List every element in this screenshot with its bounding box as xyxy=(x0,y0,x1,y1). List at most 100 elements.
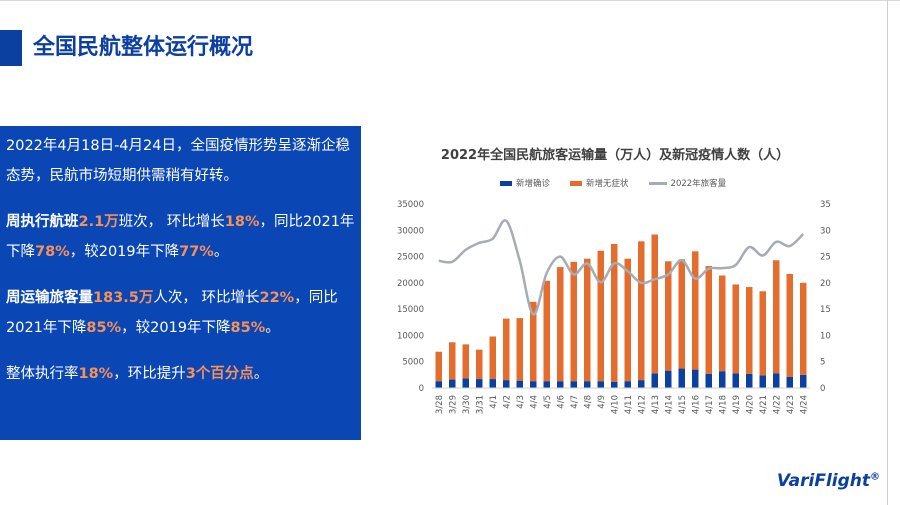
bar-confirmed xyxy=(800,374,807,388)
y-left-tick-label: 0 xyxy=(419,384,424,394)
bar-asymptomatic xyxy=(746,287,753,374)
bar-asymptomatic xyxy=(435,351,442,382)
bar-asymptomatic xyxy=(476,349,483,380)
y-axis-left: 0 5000 10000 15000 20000 25000 30000 35000 xyxy=(397,200,424,394)
bar-confirmed xyxy=(624,381,631,388)
bar-confirmed xyxy=(503,380,510,388)
summary-execution: 整体执行率18%，环比提升3个百分点。 xyxy=(6,359,355,389)
y-right-tick-label: 35 xyxy=(820,200,831,210)
bar-asymptomatic xyxy=(584,258,591,382)
legend-asymptomatic-swatch xyxy=(570,180,583,186)
bar-confirmed xyxy=(705,373,712,388)
y-left-tick-label: 25000 xyxy=(397,253,424,263)
bar-series xyxy=(435,234,807,388)
flights-text-1: 班次， 环比增长 xyxy=(118,214,225,230)
x-tick-label: 4/15 xyxy=(678,395,688,414)
flights-text-4: 。 xyxy=(213,244,229,260)
x-axis: 3/28 3/29 3/30 3/31 4/1 4/2 4/3 4/4 4/5 4/6 4/7 4/8… xyxy=(432,387,810,414)
passengers-vs-2019: 85% xyxy=(230,320,266,336)
execution-value: 18% xyxy=(78,366,114,382)
bar-asymptomatic xyxy=(732,284,739,374)
summary-flights: 周执行航班2.1万班次， 环比增长18%，同比2021年下降78%，较2019年… xyxy=(6,207,355,267)
passengers-text-1: 人次， 环比增长 xyxy=(153,290,260,306)
bar-asymptomatic xyxy=(503,318,510,381)
y-left-tick-label: 20000 xyxy=(397,279,424,289)
y-right-tick-label: 15 xyxy=(820,305,831,315)
bar-asymptomatic xyxy=(557,267,564,382)
summary-panel: 2022年4月18日-4月24日，全国疫情形势呈逐渐企稳态势，民航市场短期供需稍… xyxy=(0,126,361,440)
bar-asymptomatic xyxy=(624,258,631,382)
y-right-tick-label: 0 xyxy=(820,384,825,394)
y-right-tick-label: 25 xyxy=(820,253,831,263)
bar-asymptomatic xyxy=(651,234,658,374)
bar-asymptomatic xyxy=(543,280,550,382)
bar-asymptomatic xyxy=(570,261,577,382)
x-tick-label: 4/3 xyxy=(516,395,526,409)
bar-asymptomatic xyxy=(489,336,496,380)
y-right-tick-label: 5 xyxy=(820,358,825,368)
x-tick-label: 4/2 xyxy=(502,395,512,409)
bar-confirmed xyxy=(516,380,523,388)
bar-confirmed xyxy=(651,373,658,388)
x-tick-label: 4/22 xyxy=(772,395,782,414)
x-tick-label: 4/16 xyxy=(691,395,701,414)
chart-title: 2022年全国民航旅客运输量（万人）及新冠疫情人数（人） xyxy=(440,148,790,163)
execution-label: 整体执行率 xyxy=(6,366,79,382)
x-tick-label: 4/13 xyxy=(651,395,661,414)
x-tick-label: 4/6 xyxy=(556,395,566,409)
x-tick-label: 3/31 xyxy=(475,395,485,414)
x-tick-label: 4/20 xyxy=(745,395,755,414)
right-divider xyxy=(887,0,888,505)
y-right-tick-label: 10 xyxy=(820,331,831,341)
y-left-tick-label: 35000 xyxy=(397,200,424,210)
x-tick-label: 4/9 xyxy=(597,395,607,409)
bar-asymptomatic xyxy=(530,301,537,382)
bar-asymptomatic xyxy=(678,259,685,369)
bar-confirmed xyxy=(462,378,469,388)
bar-confirmed xyxy=(732,373,739,388)
y-left-tick-label: 15000 xyxy=(397,305,424,315)
summary-passengers: 周运输旅客量183.5万人次， 环比增长22%，同比2021年下降85%，较20… xyxy=(6,283,355,343)
flights-yoy-2021: 78% xyxy=(35,244,70,260)
bar-asymptomatic xyxy=(705,266,712,374)
flights-text-3: ，较2019年下降 xyxy=(69,244,180,260)
y-right-tick-label: 20 xyxy=(820,279,831,289)
legend-asymptomatic-label: 新增无症状 xyxy=(586,179,629,189)
chart-legend: 新增确诊 新增无症状 2022年旅客量 xyxy=(500,177,726,189)
variflight-logo: VariFlight® xyxy=(777,471,880,491)
legend-confirmed-label: 新增确诊 xyxy=(516,179,551,189)
flights-label: 周执行航班 xyxy=(6,214,79,230)
legend-passengers-label: 2022年旅客量 xyxy=(670,179,727,189)
x-tick-label: 3/28 xyxy=(435,395,445,414)
passengers-label: 周运输旅客量 xyxy=(6,290,93,306)
bar-asymptomatic xyxy=(759,291,766,376)
y-left-tick-label: 10000 xyxy=(397,331,424,341)
bar-asymptomatic xyxy=(773,260,780,374)
bar-confirmed xyxy=(597,381,604,388)
passengers-text-2: ，同比2021年下降 xyxy=(6,290,338,336)
title-accent-bar xyxy=(0,30,22,66)
bar-asymptomatic xyxy=(665,261,672,371)
x-tick-label: 4/14 xyxy=(664,395,674,414)
passengers-text-3: ，较2019年下降 xyxy=(121,320,231,336)
bar-confirmed xyxy=(665,370,672,388)
bar-confirmed xyxy=(638,380,645,388)
y-left-tick-label: 30000 xyxy=(397,226,424,236)
logo-mark: ® xyxy=(870,471,880,483)
bar-asymptomatic xyxy=(611,243,618,382)
x-tick-label: 4/24 xyxy=(799,395,809,414)
bar-confirmed xyxy=(570,381,577,388)
page-title: 全国民航整体运行概况 xyxy=(33,35,254,60)
x-tick-label: 4/23 xyxy=(786,395,796,414)
bar-asymptomatic xyxy=(692,251,699,370)
x-tick-label: 4/17 xyxy=(705,395,715,414)
bar-asymptomatic xyxy=(786,273,793,377)
chart-plot: 0 5000 10000 15000 20000 25000 30000 35000 0 5 10… xyxy=(397,200,831,414)
flights-text-2: ，同比2021年下降 xyxy=(6,214,355,260)
x-tick-label: 4/8 xyxy=(583,395,593,409)
passengers-text-4: 。 xyxy=(265,320,280,336)
flights-value: 2.1万 xyxy=(78,214,119,230)
summary-intro: 2022年4月18日-4月24日，全国疫情形势呈逐渐企稳态势，民航市场短期供需稍… xyxy=(6,138,350,184)
line-passengers xyxy=(438,219,805,316)
x-tick-label: 4/12 xyxy=(637,395,647,414)
